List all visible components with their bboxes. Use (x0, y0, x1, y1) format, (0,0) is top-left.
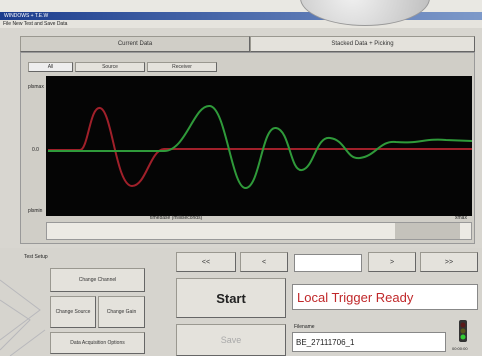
subtab-all[interactable]: All (28, 62, 73, 72)
nav-first[interactable]: << (176, 252, 236, 272)
clock: 00:00:00 (452, 346, 468, 351)
nav-field[interactable] (294, 254, 362, 272)
subtab-source[interactable]: Source (75, 62, 145, 72)
traffic-light (456, 318, 470, 344)
filename-field[interactable]: BE_27111706_1 (292, 332, 446, 352)
change-source[interactable]: Change Source (50, 296, 96, 328)
save-button[interactable]: Save (176, 324, 286, 356)
x-axis-label: timebase (milliseconds) (150, 215, 202, 221)
scroll-thumb[interactable] (395, 223, 460, 239)
y-top-label: plsmax (28, 84, 44, 90)
nav-prev[interactable]: < (240, 252, 288, 272)
filename-label: Filename (294, 324, 315, 330)
menu-bar[interactable]: File New Test and Save Data (0, 20, 482, 28)
setup-title: Test Setup (24, 254, 48, 260)
subtab-receiver[interactable]: Receiver (147, 62, 217, 72)
acquisition-options[interactable]: Data Acquisition Options (50, 332, 145, 354)
change-channel[interactable]: Change Channel (50, 268, 145, 292)
x-right-label: xmax (455, 215, 467, 221)
change-gain[interactable]: Change Gain (98, 296, 145, 328)
waveform-plot (46, 76, 472, 216)
nav-next[interactable]: > (368, 252, 416, 272)
tab-stacked[interactable]: Stacked Data + Picking (250, 36, 475, 52)
background-lines (0, 270, 50, 356)
plot-area (46, 76, 472, 216)
start-button[interactable]: Start (176, 278, 286, 318)
status-field: Local Trigger Ready (292, 284, 478, 310)
page: WINDOWS + T.E.W File New Test and Save D… (0, 0, 482, 356)
y-mid-label: 0.0 (32, 147, 39, 153)
y-bottom-label: plsmin (28, 208, 42, 214)
nav-last[interactable]: >> (420, 252, 478, 272)
tab-current[interactable]: Current Data (20, 36, 250, 52)
